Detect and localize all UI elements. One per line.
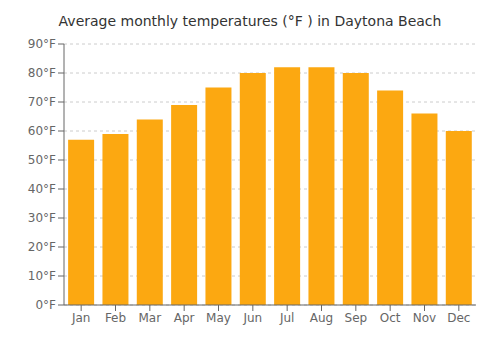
svg-text:May: May: [206, 311, 231, 325]
svg-text:Nov: Nov: [413, 311, 436, 325]
svg-text:Aug: Aug: [310, 311, 333, 325]
svg-text:20°F: 20°F: [28, 240, 56, 254]
svg-text:90°F: 90°F: [28, 37, 56, 51]
svg-text:30°F: 30°F: [28, 211, 56, 225]
svg-text:50°F: 50°F: [28, 153, 56, 167]
svg-text:0°F: 0°F: [35, 298, 56, 312]
svg-text:10°F: 10°F: [28, 269, 56, 283]
svg-text:Feb: Feb: [105, 311, 126, 325]
svg-text:Jan: Jan: [71, 311, 91, 325]
svg-text:70°F: 70°F: [28, 95, 56, 109]
svg-text:Sep: Sep: [345, 311, 368, 325]
svg-text:Apr: Apr: [174, 311, 195, 325]
html-text:Average monthly temperatures (: Average monthly temperatures (°F ) in Da…: [58, 13, 442, 29]
svg-text:40°F: 40°F: [28, 182, 56, 196]
svg-text:Mar: Mar: [139, 311, 162, 325]
svg-text:60°F: 60°F: [28, 124, 56, 138]
svg-text:Dec: Dec: [447, 311, 470, 325]
svg-text:Jul: Jul: [279, 311, 294, 325]
svg-text:80°F: 80°F: [28, 66, 56, 80]
svg-text:Jun: Jun: [242, 311, 262, 325]
svg-text:Oct: Oct: [380, 311, 401, 325]
